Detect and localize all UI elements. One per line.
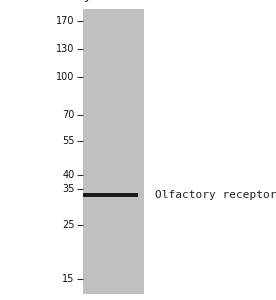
Text: 35: 35 (62, 184, 75, 194)
Text: 40: 40 (62, 169, 75, 180)
Text: 70: 70 (62, 110, 75, 120)
Text: Olfactory receptor 6P1: Olfactory receptor 6P1 (155, 190, 276, 200)
Bar (83, 193, 138, 197)
Text: 170: 170 (56, 16, 75, 26)
Text: 15: 15 (62, 274, 75, 284)
Text: 130: 130 (56, 44, 75, 54)
Text: 55: 55 (62, 136, 75, 146)
Text: Jurkat: Jurkat (86, 0, 122, 2)
Text: 25: 25 (62, 220, 75, 230)
Bar (83, 9, 144, 294)
Text: 100: 100 (56, 72, 75, 82)
